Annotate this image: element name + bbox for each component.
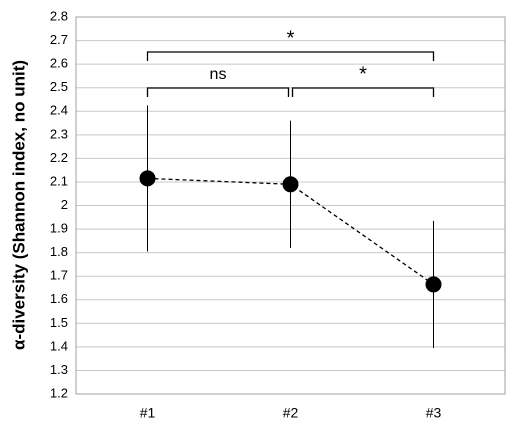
y-tick-label: 2	[61, 197, 68, 212]
significance-label: *	[287, 27, 295, 49]
y-tick-label: 2.7	[50, 32, 68, 47]
y-axis-label: α-diversity (Shannon index, no unit)	[9, 60, 28, 350]
x-tick-label: #3	[426, 405, 442, 421]
marker	[282, 176, 299, 193]
plot-frame	[75, 16, 506, 395]
y-tick-label: 2.1	[50, 173, 68, 188]
y-tick-label: 2.4	[50, 103, 68, 118]
y-tick-label: 1.9	[50, 221, 68, 236]
x-tick-label: #2	[283, 405, 299, 421]
y-tick-label: 1.7	[50, 268, 68, 283]
marker	[139, 170, 156, 187]
y-tick-label: 2.5	[50, 79, 68, 94]
y-tick-label: 2.8	[50, 8, 68, 23]
y-tick-label: 1.3	[50, 362, 68, 377]
y-tick-label: 1.4	[50, 338, 68, 353]
significance-bracket	[146, 51, 435, 61]
x-tick-label: #1	[140, 405, 156, 421]
significance-bracket	[146, 87, 290, 97]
y-tick-label: 2.2	[50, 150, 68, 165]
y-tick-label: 2.3	[50, 126, 68, 141]
significance-label: ns	[210, 66, 227, 83]
significance-label: *	[359, 63, 367, 85]
y-tick-label: 2.6	[50, 56, 68, 71]
y-tick-label: 1.2	[50, 385, 68, 400]
y-tick-label: 1.6	[50, 291, 68, 306]
y-tick-label: 1.5	[50, 315, 68, 330]
marker	[425, 276, 442, 293]
y-tick-label: 1.8	[50, 244, 68, 259]
significance-bracket	[291, 87, 435, 97]
